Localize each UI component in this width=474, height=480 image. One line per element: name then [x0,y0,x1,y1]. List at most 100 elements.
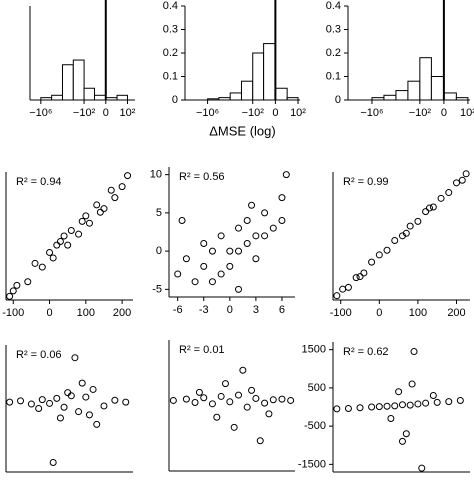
point [408,380,416,388]
point [60,403,68,411]
point [402,229,410,237]
point [269,224,277,232]
point [278,217,286,225]
point [53,241,61,249]
point [217,392,225,400]
point [191,398,199,406]
point [235,224,243,232]
x-tick-label: −10⁶ [29,107,52,119]
bar [383,94,397,101]
point [82,393,90,401]
point [398,401,406,409]
bar [419,57,432,101]
point [213,413,221,421]
point [429,203,437,211]
y-tick-label: -1500 [298,458,326,470]
point [339,285,347,293]
bar [252,52,265,101]
point [456,397,464,404]
point [383,246,391,254]
x-tick-label: 200 [447,307,465,319]
point [67,227,75,235]
point [383,402,391,410]
x-tick-label: -100 [330,307,352,319]
x-tick-label: 10² [120,107,136,119]
x-axis-label: ΔMSE (log) [209,123,275,138]
x-tick-label: 100 [77,307,95,319]
point [414,217,422,225]
y-tick-label: 0.4 [326,0,341,12]
point [278,194,286,202]
x-tick-label: 0 [376,307,382,319]
point [93,420,101,428]
y-tick-label: 5 [156,207,162,219]
point [352,274,360,282]
y-tick-label: 0 [172,94,178,106]
point [111,396,119,404]
bar [263,43,276,101]
point [437,194,445,202]
x-tick-label: 0 [46,307,52,319]
point [38,396,46,404]
point [261,232,269,240]
y-tick-label: 0 [335,94,341,106]
bar [72,59,85,101]
y-tick-label: -5 [152,283,162,295]
x-tick-label: 200 [113,307,131,319]
point [78,217,86,225]
bar [430,76,445,101]
point [53,394,61,402]
point [235,247,243,255]
bar [40,97,53,101]
bar [94,94,107,101]
point [344,283,352,291]
point [368,258,376,266]
point [64,241,72,249]
point [191,278,199,286]
point [27,400,35,408]
x-tick-label: −10⁶ [196,107,219,119]
point [226,398,234,406]
point [265,410,273,418]
point [200,394,208,402]
point [6,292,14,300]
point [248,386,256,394]
point [252,232,260,240]
annotation: R² = 0.99 [343,176,389,188]
point [178,217,186,225]
point [375,251,383,259]
x-tick-label: 0 [272,107,278,119]
x-tick-label: −10² [242,107,265,119]
point [230,423,238,431]
point [75,408,83,416]
bar [51,94,63,101]
point [56,414,64,422]
y-tick-label: 0.2 [163,47,178,59]
point [96,208,104,216]
point [433,398,441,406]
point [208,247,216,255]
point [261,399,269,407]
point [174,270,182,278]
point [67,392,75,400]
point [414,400,422,408]
x-tick-label: 0 [227,304,233,316]
point [31,259,39,267]
point [445,398,453,406]
point [398,437,406,445]
point [252,394,260,402]
point [235,391,243,399]
point [17,397,25,405]
point [429,392,437,400]
point [402,430,410,438]
point [122,398,130,406]
point [38,263,46,271]
x-tick-label: -6 [173,304,183,316]
annotation: R² = 0.06 [16,349,62,361]
x-tick-label: -100 [2,307,24,319]
y-tick-label: 0 [156,245,162,257]
point [356,404,364,412]
annotation: R² = 0.56 [179,171,225,183]
y-tick-label: -500 [304,420,326,432]
y-tick-label: 0.2 [326,47,341,59]
